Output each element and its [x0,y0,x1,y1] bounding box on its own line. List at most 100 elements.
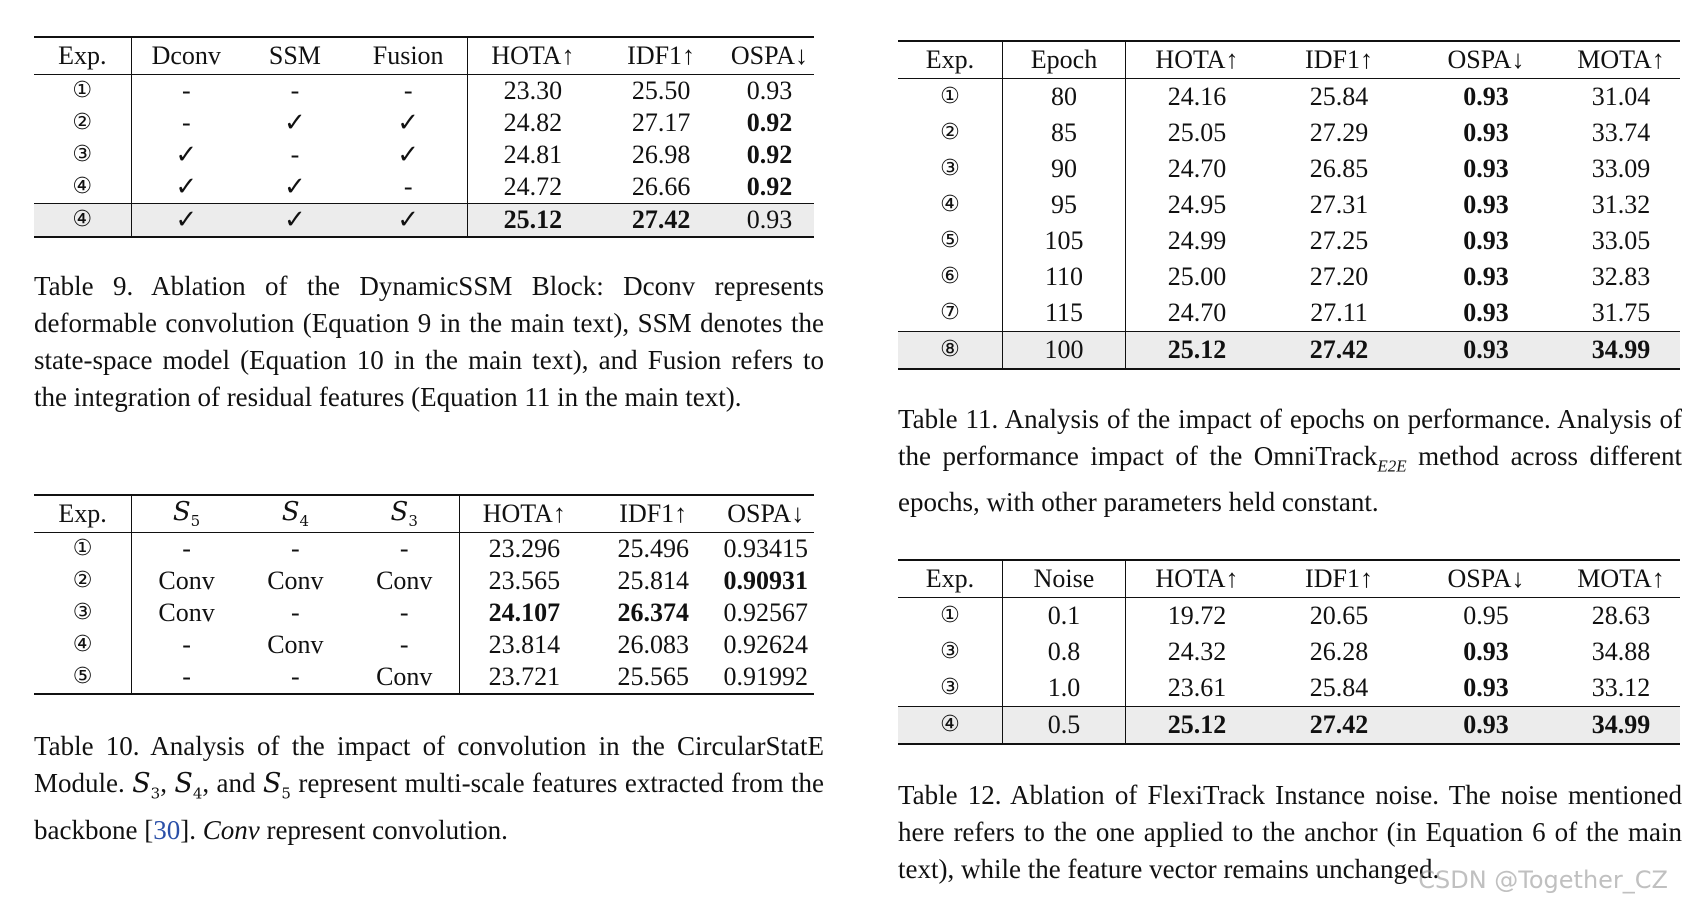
table-cell: 85 [1002,115,1126,151]
table-cell: 31.75 [1591,298,1651,327]
table-cell: 28.63 [1591,601,1651,630]
table-cell: - [349,597,460,629]
table-cell: - [348,74,469,107]
table-cell: 27.17 [631,108,691,137]
table-11-caption: Table 11. Analysis of the impact of epoc… [898,401,1682,521]
table-cell: - [182,534,191,563]
table-cell: 27.42 [1268,331,1410,370]
table-cell: ② [34,107,132,139]
table-cell: Conv [158,566,215,595]
table-row: ② 85 25.05 27.29 0.93 33.74 [898,115,1680,151]
table-cell: 0.93 [724,203,814,238]
header-cell: Exp. [898,560,1003,598]
table-row: ③ 1.0 23.61 25.84 0.93 33.12 [898,670,1680,707]
table-cell: ✓ [348,203,469,238]
table-row: ② Conv Conv Conv 23.565 25.814 0.90931 [34,565,814,597]
table-cell: ① [898,597,1003,634]
table-cell: 25.50 [631,76,691,105]
watermark: CSDN @Together_CZ [1418,866,1668,894]
table-row: ③ 90 24.70 26.85 0.93 33.09 [898,151,1680,187]
header-cell: OSPA↓ [717,495,814,533]
table-cell: ③ [898,670,1003,707]
table-cell: ✓ [240,203,349,238]
table-row-highlight: ④ ✓ ✓ ✓ 25.12 27.42 0.93 [34,203,814,238]
table-cell: 90 [1002,151,1126,187]
table-cell: 24.70 [1167,154,1227,183]
table-cell: Conv [349,565,460,597]
table-row: ④ - Conv - 23.814 26.083 0.92624 [34,629,814,661]
header-cell: Dconv [131,37,241,75]
table-cell: 26.66 [631,172,691,201]
table-cell: 0.93 [1410,331,1562,370]
table-cell: - [290,140,300,169]
math-s4: S4 [174,768,203,803]
table-cell: 26.28 [1309,637,1369,666]
header-cell: OSPA↓ [1410,560,1562,598]
table-9: Exp. Dconv SSM Fusion HOTA↑ IDF1↑ OSPA↓ … [34,36,814,238]
table-cell: 19.72 [1167,601,1227,630]
header-cell: Exp. [34,37,132,75]
table-cell: 0.92 [746,140,793,169]
math-s5: S5 [262,768,291,803]
table-row: ① 80 24.16 25.84 0.93 31.04 [898,78,1680,115]
table-cell: 0.8 [1002,634,1126,670]
header-cell: IDF1↑ [588,495,718,533]
table-9-caption: Table 9. Ablation of the DynamicSSM Bloc… [34,271,824,412]
table-cell: - [240,661,350,695]
table-cell: - [348,171,469,204]
table-row-highlight: ⑧ 100 25.12 27.42 0.93 34.99 [898,331,1680,370]
header-cell: IDF1↑ [1268,41,1410,79]
table-cell: 25.496 [617,534,689,563]
header-cell: HOTA↑ [1125,560,1268,598]
table-cell: 80 [1002,78,1126,115]
header-cell: Exp. [34,495,133,533]
table-cell: 0.92 [746,172,793,201]
table-cell: ② [34,565,133,597]
table-row: ④ 95 24.95 27.31 0.93 31.32 [898,187,1680,223]
table-cell: ② [898,115,1003,151]
table-cell: 0.93 [1463,154,1509,183]
table-cell: 0.93 [1463,82,1509,111]
table-cell: 0.93 [1410,706,1562,745]
table-cell: 0.93 [1463,637,1509,666]
table-cell: 25.84 [1309,673,1369,702]
table-cell: 24.72 [503,172,563,201]
table-row: ④ ✓ ✓ - 24.72 26.66 0.92 [34,171,814,204]
table-cell: - [290,76,300,105]
table-cell: 27.42 [1268,706,1410,745]
citation-link[interactable]: 30 [153,815,181,846]
table-cell: ✓ [348,139,469,171]
table-cell: 27.20 [1309,262,1369,291]
table-cell: 33.74 [1591,118,1651,147]
table-cell: ③ [34,597,133,629]
table-row: ③ Conv - - 24.107 26.374 0.92567 [34,597,814,629]
table-cell: 25.12 [1125,331,1268,370]
table-cell: - [182,630,191,659]
table-cell: 23.721 [459,661,589,695]
table-cell: Conv [349,661,460,695]
caption-text: represent multi-scale features extracted… [34,768,825,846]
header-cell: MOTA↑ [1562,41,1680,79]
table-row: ⑦ 115 24.70 27.11 0.93 31.75 [898,295,1680,332]
table-cell: 34.99 [1562,706,1680,745]
table-cell: 33.12 [1591,673,1651,702]
table-cell: 24.107 [488,598,561,627]
table-cell: - [291,598,300,627]
table-cell: ① [34,532,133,565]
header-cell-s4: S4 [240,495,350,533]
table-cell: 23.296 [488,534,561,563]
table-cell: 24.16 [1167,82,1227,111]
table-cell: 26.374 [617,598,689,627]
caption-text: represent convolution. [259,815,508,846]
table-cell: 25.05 [1167,118,1227,147]
table-cell: Conv [267,630,324,659]
table-cell: 0.93 [746,76,793,105]
table-cell: ④ [898,187,1003,223]
header-cell: IDF1↑ [597,37,725,75]
table-cell: 0.1 [1002,597,1126,634]
table-cell: 32.83 [1591,262,1651,291]
table-cell: 27.25 [1309,226,1369,255]
table-cell: 100 [1002,331,1126,370]
table-10-header: Exp. S5 S4 S3 HOTA↑ IDF1↑ OSPA↓ [34,495,814,533]
table-11-header: Exp. Epoch HOTA↑ IDF1↑ OSPA↓ MOTA↑ [898,41,1680,79]
